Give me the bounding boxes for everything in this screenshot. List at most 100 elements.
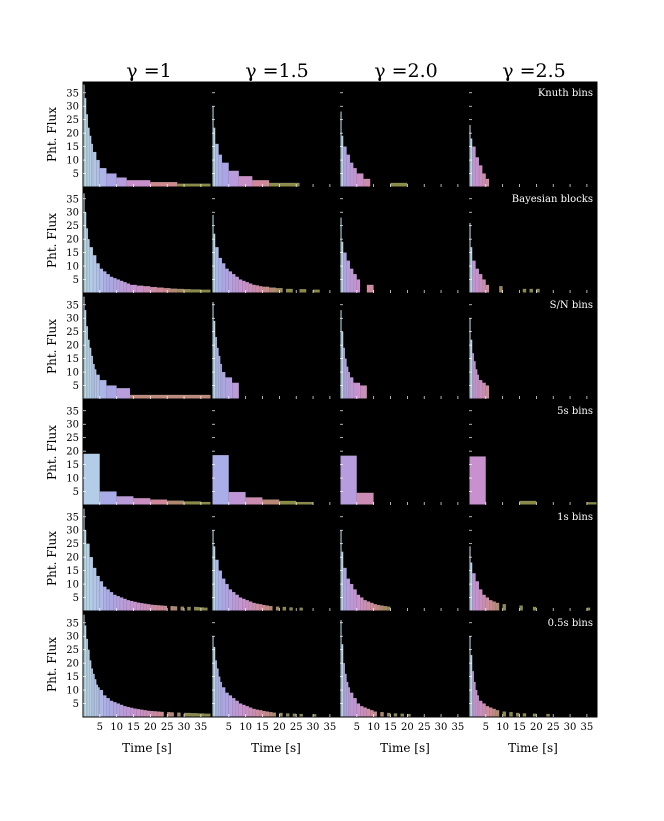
bar — [143, 603, 147, 612]
bar — [173, 606, 178, 612]
y-tick-label: 35 — [66, 618, 79, 629]
bar — [116, 177, 127, 188]
x-tick-label: 30 — [435, 722, 448, 733]
y-tick-label: 10 — [66, 368, 79, 379]
bar — [285, 288, 293, 294]
y-tick-label: 30 — [66, 420, 79, 431]
bar — [167, 500, 185, 506]
bar — [119, 280, 124, 294]
y-tick-label: 5 — [73, 699, 79, 710]
bar — [360, 706, 364, 718]
bar — [252, 180, 270, 188]
x-tick-label: 25 — [547, 722, 560, 733]
bar — [265, 605, 270, 612]
bar — [213, 320, 216, 400]
bar — [522, 288, 527, 294]
bar — [343, 252, 347, 294]
x-tick-label: 20 — [144, 722, 157, 733]
panel-2-2 — [211, 187, 341, 294]
bar — [473, 681, 476, 718]
panel-background — [212, 400, 340, 505]
bar — [103, 271, 107, 294]
bar — [349, 377, 354, 400]
bar — [136, 708, 141, 718]
bar — [341, 135, 344, 188]
x-tick-label: 10 — [496, 722, 509, 733]
y-axis-label-row-3: Pht. Flux — [45, 319, 59, 374]
bar — [478, 379, 483, 400]
bar — [99, 581, 104, 612]
bar — [515, 712, 520, 718]
panel-1-3 — [339, 81, 469, 188]
bar — [156, 287, 164, 294]
bar — [123, 282, 127, 294]
bar — [390, 182, 408, 188]
bar — [150, 604, 154, 612]
bar — [376, 604, 381, 612]
bar — [475, 369, 478, 400]
bar — [150, 710, 154, 718]
panel-frame — [339, 293, 469, 400]
bar — [119, 597, 124, 612]
bar — [299, 289, 307, 294]
bar — [167, 711, 171, 718]
row-annotation: S/N bins — [550, 300, 593, 311]
bar — [106, 385, 117, 400]
bar — [190, 713, 195, 718]
bar — [143, 710, 147, 718]
bar — [92, 363, 95, 400]
y-tick-label: 15 — [66, 672, 79, 683]
bar — [197, 713, 201, 718]
panel-frame — [339, 187, 469, 294]
y-tick-label: 5 — [73, 487, 79, 498]
bar — [341, 644, 344, 718]
bar — [113, 594, 117, 612]
bar — [502, 604, 507, 612]
bar — [349, 583, 354, 612]
bar — [109, 276, 114, 294]
bar — [489, 707, 493, 718]
bar — [255, 285, 260, 294]
row-annotation: 0.5s bins — [548, 618, 593, 629]
bar — [356, 703, 361, 718]
bar — [346, 154, 351, 188]
panel-frame — [339, 505, 469, 612]
y-tick-label: 20 — [66, 447, 79, 458]
bar — [126, 600, 131, 612]
bar — [386, 712, 391, 718]
bar — [129, 394, 212, 400]
bar — [221, 687, 226, 718]
panel-2-3 — [339, 187, 469, 294]
panel-frame — [82, 399, 212, 506]
bar — [92, 567, 97, 612]
bar — [215, 143, 219, 188]
bar — [485, 385, 490, 400]
bar — [343, 567, 347, 612]
bar — [187, 712, 191, 718]
bar — [89, 135, 92, 188]
x-axis-label-col-3: Time [s] — [380, 741, 430, 755]
bar — [126, 706, 131, 718]
bar — [126, 283, 131, 294]
x-axis-labels: Time [s] Time [s] Time [s] Time [s] — [122, 741, 558, 755]
panel-background — [212, 294, 340, 399]
bar — [170, 288, 178, 294]
bar — [140, 602, 144, 612]
bar — [103, 695, 107, 718]
bar — [153, 711, 158, 718]
bar — [373, 604, 378, 612]
bar — [99, 167, 107, 188]
panel-1-2 — [211, 81, 341, 188]
panel-frame — [468, 81, 598, 188]
bar — [245, 497, 263, 506]
bar — [225, 268, 229, 294]
bar — [485, 706, 490, 718]
bar — [346, 681, 349, 718]
bar — [343, 347, 346, 400]
bar — [265, 711, 270, 718]
bar — [116, 496, 134, 506]
bar — [200, 713, 205, 718]
bar — [470, 138, 473, 188]
y-tick-label: 35 — [66, 300, 79, 311]
panel-frame — [339, 611, 469, 718]
